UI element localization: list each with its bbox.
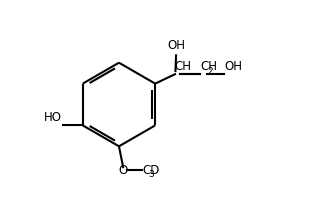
- Text: 3: 3: [148, 169, 154, 179]
- Text: OH: OH: [168, 39, 186, 52]
- Text: 2: 2: [207, 67, 213, 76]
- Text: CD: CD: [142, 164, 160, 177]
- Text: OH: OH: [224, 60, 242, 73]
- Text: HO: HO: [44, 111, 62, 124]
- Text: O: O: [118, 164, 127, 177]
- Text: CH: CH: [175, 60, 192, 73]
- Text: CH: CH: [200, 60, 217, 73]
